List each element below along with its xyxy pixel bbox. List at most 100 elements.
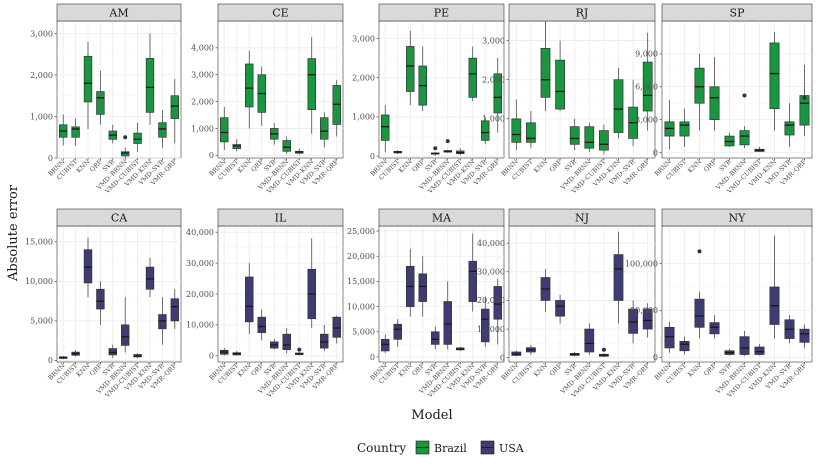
panel-strip-label: PE bbox=[434, 7, 449, 20]
y-tick-label: 20,000 bbox=[186, 290, 214, 299]
y-tick-label: 30,000 bbox=[477, 268, 505, 277]
box-nj-8 bbox=[613, 231, 624, 324]
box-ny-8 bbox=[769, 235, 780, 339]
y-tick-label: 1,000 bbox=[191, 124, 214, 133]
box-iqr bbox=[83, 249, 93, 284]
box-iqr bbox=[96, 91, 105, 115]
box-rj-10 bbox=[642, 32, 653, 131]
panel-background bbox=[661, 225, 813, 363]
y-tick-label: 0 bbox=[370, 152, 375, 161]
box-ma-1 bbox=[381, 334, 390, 353]
box-am-9 bbox=[158, 110, 167, 148]
box-nj-4 bbox=[555, 294, 565, 324]
box-iqr bbox=[145, 266, 155, 290]
box-iqr bbox=[307, 58, 316, 110]
y-tick-label: 40,000 bbox=[477, 239, 505, 248]
x-tick-label: KNN bbox=[237, 362, 253, 378]
box-iqr bbox=[332, 85, 341, 125]
y-tick-label: 6,000 bbox=[635, 83, 658, 92]
y-tick-label: 30,000 bbox=[186, 259, 214, 268]
box-iqr bbox=[431, 331, 440, 345]
panel-strip bbox=[378, 3, 505, 22]
panel-strip-label: MA bbox=[432, 212, 452, 225]
panel-strip-label: RJ bbox=[576, 7, 589, 20]
box-ca-8 bbox=[145, 257, 155, 298]
y-tick-label: 3,000 bbox=[352, 34, 375, 43]
box-iqr bbox=[784, 121, 795, 136]
box-il-8 bbox=[307, 238, 316, 328]
panel-strip-label: AM bbox=[108, 7, 128, 20]
box-iqr bbox=[83, 55, 93, 103]
y-axis-title: Absolute error bbox=[6, 184, 21, 282]
box-nj-1 bbox=[511, 350, 522, 357]
x-tick-label: QRF bbox=[548, 158, 563, 173]
box-iqr bbox=[381, 114, 390, 141]
x-tick-label: KNN bbox=[398, 158, 414, 174]
box-ny-10 bbox=[799, 324, 810, 348]
box-iqr bbox=[320, 117, 329, 140]
outlier-point bbox=[433, 146, 438, 151]
panel-strip bbox=[217, 208, 344, 227]
box-pe-1 bbox=[381, 105, 390, 153]
panel-strip-label: CA bbox=[111, 212, 128, 225]
outlier-point bbox=[742, 93, 747, 98]
box-sp-4 bbox=[709, 57, 720, 131]
box-iqr bbox=[679, 341, 690, 352]
box-iqr bbox=[679, 121, 690, 137]
x-tick-label: KNN bbox=[75, 158, 91, 174]
box-iqr bbox=[642, 308, 653, 330]
x-tick-label: QRF bbox=[411, 362, 426, 377]
box-iqr bbox=[71, 126, 80, 138]
panel-strip-label: CE bbox=[272, 7, 288, 20]
box-ca-9 bbox=[158, 297, 167, 345]
box-am-7 bbox=[133, 122, 142, 152]
panel-strip bbox=[661, 3, 813, 22]
box-rj-2 bbox=[526, 111, 536, 149]
y-tick-label: 25,000 bbox=[347, 227, 375, 236]
y-tick-label: 15,000 bbox=[25, 238, 53, 247]
x-tick-label: QRF bbox=[250, 362, 265, 377]
box-ma-8 bbox=[468, 233, 477, 312]
outlier-point bbox=[601, 347, 606, 352]
box-iqr bbox=[468, 57, 477, 98]
box-iqr bbox=[613, 79, 624, 133]
box-iqr bbox=[170, 298, 179, 322]
y-tick-label: 2,000 bbox=[191, 97, 214, 106]
x-tick-label: QRF bbox=[703, 362, 718, 377]
outlier-point bbox=[802, 95, 807, 100]
y-tick-label: 9,000 bbox=[635, 50, 658, 59]
box-ny-3 bbox=[694, 249, 705, 339]
panel-strip-label: IL bbox=[275, 212, 287, 225]
box-iqr bbox=[332, 316, 341, 338]
box-iqr bbox=[121, 151, 130, 157]
box-rj-1 bbox=[511, 99, 522, 151]
box-iqr bbox=[96, 288, 105, 310]
y-tick-label: 1,000 bbox=[482, 115, 505, 124]
box-iqr bbox=[232, 144, 241, 149]
x-tick-label: QRF bbox=[250, 158, 265, 173]
box-iqr bbox=[540, 48, 551, 98]
box-ca-10 bbox=[170, 289, 179, 329]
box-ce-2 bbox=[232, 139, 241, 152]
box-ny-6 bbox=[739, 331, 750, 356]
box-nj-6 bbox=[584, 323, 595, 355]
box-am-5 bbox=[108, 124, 117, 144]
y-tick-label: 0 bbox=[48, 154, 53, 163]
y-tick-label: 0 bbox=[653, 148, 658, 157]
box-pe-2 bbox=[393, 150, 402, 155]
x-tick-label: KNN bbox=[533, 362, 549, 378]
box-iqr bbox=[613, 254, 624, 301]
box-iqr bbox=[108, 348, 117, 356]
box-ca-6 bbox=[121, 297, 130, 353]
panel-strip bbox=[661, 208, 813, 227]
box-iqr bbox=[739, 336, 750, 355]
box-iqr bbox=[584, 126, 595, 149]
box-il-3 bbox=[245, 263, 254, 335]
y-tick-label: 0 bbox=[653, 353, 658, 362]
box-il-7 bbox=[295, 347, 304, 356]
box-iqr bbox=[282, 333, 291, 350]
y-tick-label: 2,000 bbox=[30, 71, 53, 80]
box-ma-3 bbox=[406, 248, 415, 317]
box-il-5 bbox=[270, 338, 279, 350]
